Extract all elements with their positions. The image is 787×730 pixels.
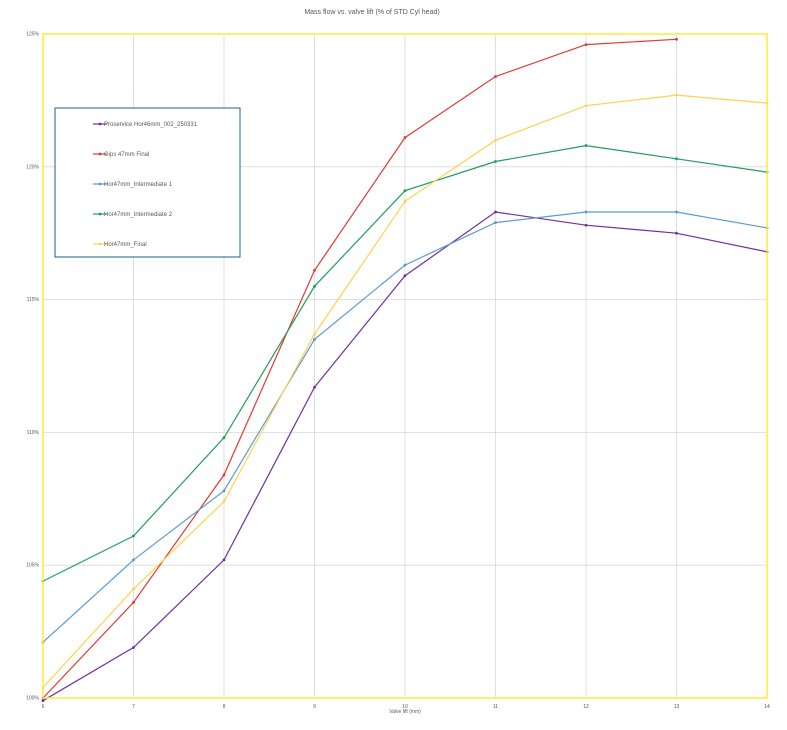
x-tick-label: 14 — [764, 704, 770, 710]
data-point — [313, 332, 316, 336]
data-point — [132, 600, 135, 604]
x-axis-ticks: 6 7 8 9 10 11 12 13 14 — [42, 704, 770, 710]
series-line — [42, 38, 677, 699]
y-tick-label: 120% — [26, 164, 39, 170]
series-group — [41, 210, 769, 703]
plot-area-border — [42, 33, 768, 699]
chart-title: Mass flow vs. valve lift (% of STD Cyl h… — [304, 9, 439, 16]
legend-marker — [98, 122, 102, 126]
data-point — [584, 210, 588, 214]
data-point — [222, 436, 226, 440]
data-point — [403, 274, 407, 278]
data-point — [222, 558, 226, 562]
y-tick-label: 105% — [26, 563, 39, 569]
data-point — [494, 210, 497, 214]
data-point — [403, 136, 407, 139]
data-point — [675, 210, 678, 214]
y-tick-label: 110% — [27, 430, 40, 436]
data-point — [494, 138, 497, 142]
x-tick-label: 9 — [313, 704, 316, 710]
data-point — [222, 473, 226, 477]
data-point — [222, 489, 226, 493]
data-point — [403, 263, 407, 267]
data-point — [584, 144, 588, 147]
data-point — [132, 558, 135, 562]
data-point — [584, 43, 588, 47]
data-point — [41, 699, 45, 703]
legend-marker — [98, 212, 102, 216]
legend-marker — [98, 152, 102, 156]
series-group — [41, 37, 678, 700]
legend-entry-label: Gips 47mm Final — [104, 152, 149, 158]
data-point — [494, 221, 497, 224]
data-point — [313, 268, 316, 272]
data-point — [132, 587, 135, 591]
series-layer — [41, 37, 769, 703]
data-point — [675, 93, 678, 97]
y-tick-label: 100% — [26, 696, 39, 702]
data-point — [313, 284, 316, 288]
x-tick-label: 7 — [132, 704, 135, 710]
data-point — [584, 104, 588, 108]
legend-entry-label: Hor47mm_Final — [104, 242, 147, 248]
data-point — [675, 157, 678, 161]
data-point — [222, 500, 226, 503]
data-point — [132, 534, 135, 538]
data-point — [403, 189, 407, 193]
legend-entry-label: Proservice Hor46mm_002_250331 — [104, 122, 198, 128]
legend-box — [54, 107, 241, 258]
legend-marker — [98, 242, 102, 246]
y-tick-label: 125% — [26, 32, 39, 38]
data-point — [313, 385, 316, 389]
x-tick-label: 13 — [674, 704, 680, 710]
y-axis-ticks: 100% 105% 110% 115% 120% 125% — [26, 32, 39, 702]
x-tick-label: 12 — [583, 704, 589, 710]
data-point — [132, 646, 135, 649]
y-tick-label: 115% — [27, 297, 40, 303]
data-point — [675, 231, 678, 235]
x-tick-label: 10 — [402, 704, 408, 710]
data-point — [494, 75, 497, 78]
legend-marker — [98, 182, 102, 186]
x-tick-label: 8 — [223, 704, 226, 710]
x-axis-title: Valve lift (mm) — [389, 709, 421, 715]
legend[interactable]: Proservice Hor46mm_002_250331 Gips 47mm F… — [54, 107, 241, 258]
x-tick-label: 11 — [493, 704, 498, 710]
data-point — [403, 199, 407, 203]
legend-entry-label: Hor47mm_Intermediate 1 — [104, 182, 173, 188]
data-point — [494, 160, 497, 163]
data-point — [675, 37, 678, 41]
legend-entry-label: Hor47mm_Intermediate 2 — [104, 212, 173, 218]
data-point — [584, 223, 588, 227]
x-tick-label: 6 — [42, 704, 45, 710]
data-point — [313, 338, 316, 341]
